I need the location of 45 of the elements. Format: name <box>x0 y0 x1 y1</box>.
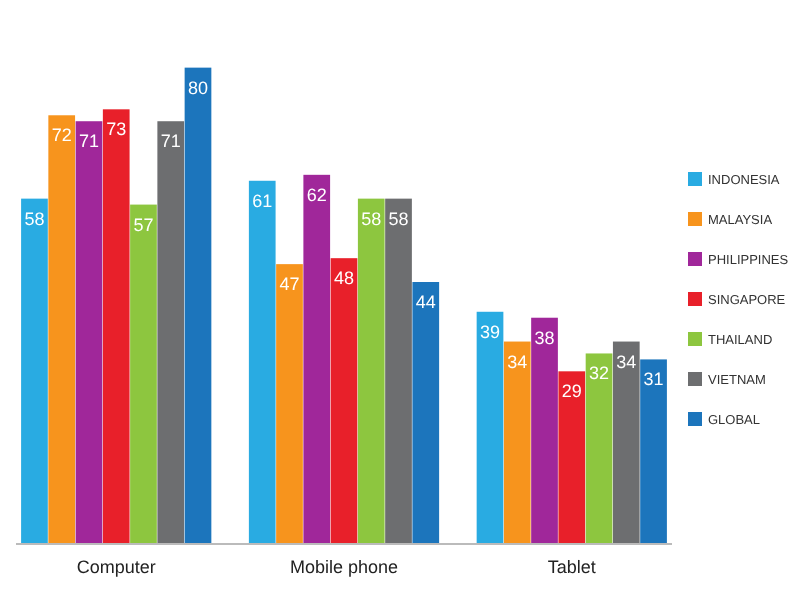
bar <box>130 204 157 544</box>
data-label: 71 <box>78 131 99 152</box>
bar <box>21 198 48 544</box>
bar <box>303 174 331 544</box>
data-label: 61 <box>252 190 273 211</box>
data-label: 44 <box>415 292 436 312</box>
data-label: 71 <box>160 131 181 152</box>
bar <box>476 311 504 544</box>
bar <box>75 121 103 544</box>
data-label: 62 <box>306 184 327 205</box>
data-label: 80 <box>187 77 208 98</box>
x-tick-label: Mobile phone <box>289 556 399 577</box>
bar <box>102 109 130 544</box>
data-label: 31 <box>643 369 664 390</box>
x-tick-label: Tablet <box>547 556 597 577</box>
data-label: 58 <box>361 208 382 229</box>
data-label: 34 <box>507 351 528 372</box>
bar <box>612 341 640 544</box>
bar <box>585 353 613 544</box>
data-label: 39 <box>480 321 501 342</box>
bar <box>640 359 667 544</box>
bar <box>531 317 558 544</box>
bar <box>412 282 440 544</box>
data-label: 47 <box>279 274 300 295</box>
bar <box>558 371 586 544</box>
data-label: 72 <box>51 125 72 146</box>
data-label: 32 <box>589 363 610 384</box>
data-label: 48 <box>333 268 355 289</box>
bar <box>248 180 276 544</box>
data-label: 58 <box>24 208 45 229</box>
data-label: 57 <box>133 214 154 235</box>
bar <box>330 258 358 544</box>
data-label: 73 <box>106 119 127 140</box>
bar <box>184 67 212 544</box>
data-label: 29 <box>561 381 582 402</box>
bar <box>157 121 185 544</box>
bar <box>276 264 303 544</box>
x-tick-label: Computer <box>76 556 156 577</box>
data-label: 58 <box>388 208 409 229</box>
data-label: 34 <box>616 351 637 372</box>
bar <box>357 198 385 544</box>
bar <box>503 341 531 544</box>
bar <box>385 198 412 544</box>
data-label: 38 <box>534 327 555 348</box>
bar <box>48 115 76 544</box>
